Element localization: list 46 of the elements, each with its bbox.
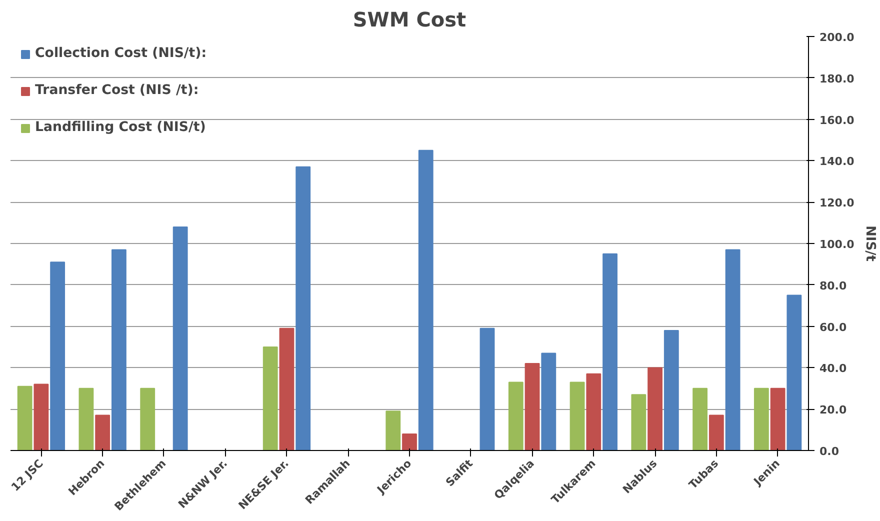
y-tick-label: 120.0 (820, 196, 855, 210)
chart-title: SWM Cost (352, 8, 467, 32)
y-tick-label: 0.0 (820, 445, 840, 458)
bar (664, 330, 679, 450)
bar (402, 433, 417, 450)
bar (17, 386, 32, 450)
bar (692, 388, 708, 450)
bar (524, 363, 540, 450)
bar (262, 346, 278, 450)
bar (586, 373, 602, 450)
bar (480, 328, 495, 450)
bar (708, 414, 724, 450)
y-axis-title: NIS/t (862, 225, 878, 262)
bar (508, 382, 524, 450)
bar (34, 384, 49, 450)
bar (296, 166, 311, 450)
bar (602, 253, 618, 450)
bar (418, 150, 434, 450)
y-tick-label: 100.0 (820, 238, 855, 251)
bar (541, 352, 556, 450)
legend-label: Landfilling Cost (NIS/t) (35, 120, 206, 135)
bar (648, 367, 662, 450)
bar (770, 388, 786, 450)
y-tick-label: 180.0 (820, 72, 855, 86)
bar (279, 328, 294, 450)
y-tick-label: 80.0 (820, 279, 847, 292)
bar (111, 249, 126, 450)
bar (78, 388, 94, 450)
legend-label: Transfer Cost (NIS /t): (35, 83, 199, 98)
bar (631, 394, 646, 450)
bar (754, 388, 769, 450)
bar (570, 382, 585, 450)
bar (50, 262, 66, 450)
y-tick-label: 140.0 (820, 155, 855, 168)
y-tick-label: 200.0 (820, 31, 855, 44)
y-tick-label: 40.0 (820, 362, 847, 376)
bar (140, 388, 156, 450)
bar (725, 249, 740, 450)
y-tick-label: 20.0 (820, 404, 847, 417)
y-tick-label: 160.0 (820, 114, 855, 127)
bar (95, 414, 110, 450)
bar (386, 410, 401, 450)
y-tick-label: 60.0 (820, 320, 847, 334)
bar (786, 294, 802, 450)
bar (172, 226, 188, 450)
legend-label: Collection Cost (NIS/t): (35, 46, 207, 61)
